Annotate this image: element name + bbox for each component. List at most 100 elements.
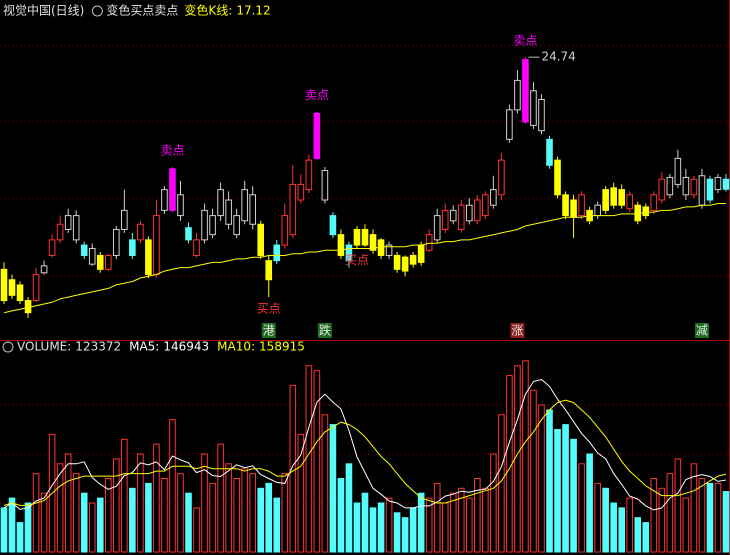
header-text: 123372 xyxy=(75,340,121,354)
candle-body xyxy=(409,254,417,265)
volume-bar xyxy=(522,360,529,553)
candle-body xyxy=(137,223,144,241)
volume-bar xyxy=(642,522,650,553)
candle-body xyxy=(433,215,441,241)
header-text: 17.12 xyxy=(236,4,270,18)
event-label: 减 xyxy=(696,324,708,338)
candle-body xyxy=(345,244,353,262)
candle-body xyxy=(129,239,136,256)
volume-bar xyxy=(385,497,393,553)
candle-body xyxy=(441,209,449,230)
event-marker xyxy=(510,323,525,338)
candle-body xyxy=(369,234,377,251)
candle-body xyxy=(465,204,473,222)
volume-bar xyxy=(313,370,321,553)
candle-body xyxy=(482,194,489,217)
candle-body xyxy=(177,194,184,217)
candle-body xyxy=(353,228,361,246)
candle-body xyxy=(321,170,329,201)
candle-body xyxy=(490,189,497,206)
signal-label: 卖点 xyxy=(513,34,537,48)
volume-bar xyxy=(465,497,473,553)
volume-bar xyxy=(209,482,216,553)
candle-body xyxy=(305,159,313,191)
volume-bar xyxy=(8,497,16,553)
volume-bar xyxy=(32,473,40,553)
candle-body xyxy=(498,159,505,196)
volume-bar xyxy=(137,453,144,553)
candle-body xyxy=(233,215,240,236)
candle-body xyxy=(714,176,722,191)
volume-bar xyxy=(482,487,489,553)
volume-bar xyxy=(417,492,425,553)
volume-bar xyxy=(626,497,634,553)
candle-body xyxy=(153,215,160,276)
volume-bar xyxy=(297,433,305,553)
candle-body xyxy=(249,194,256,225)
candle-body xyxy=(554,159,561,196)
signal-label: 买点 xyxy=(345,253,369,267)
volume-bar xyxy=(474,478,481,553)
header-icon xyxy=(91,5,103,17)
signal-label: 买点 xyxy=(257,302,281,316)
volume-bar xyxy=(153,443,160,553)
header-text: 变色买点卖点 xyxy=(106,3,178,18)
volume-bar xyxy=(24,502,32,553)
volume-bar xyxy=(401,517,409,553)
candle-body xyxy=(522,59,529,123)
candle-body xyxy=(674,157,682,185)
header-text: 视觉中国(日线) xyxy=(3,3,84,18)
candle-body xyxy=(602,189,609,211)
volume-bar xyxy=(610,502,617,553)
volume-bar xyxy=(16,522,24,553)
volume-bar xyxy=(586,453,593,553)
candle-body xyxy=(546,138,553,166)
candle-body xyxy=(104,254,112,270)
candle-body xyxy=(217,189,224,217)
header-text: MA5: xyxy=(129,340,159,354)
header-text: 158915 xyxy=(259,340,305,354)
candle-body xyxy=(626,194,634,210)
ma-line xyxy=(3,203,726,314)
candle-body xyxy=(96,254,104,270)
candle-body xyxy=(401,256,409,272)
candle-body xyxy=(201,209,208,241)
volume-bar xyxy=(433,482,441,553)
candle-body xyxy=(385,244,393,256)
event-marker xyxy=(694,323,709,338)
volume-bar xyxy=(241,468,248,553)
volume-bar xyxy=(0,507,8,553)
candle-body xyxy=(209,215,216,236)
volume-bar xyxy=(72,473,80,553)
volume-bar xyxy=(594,482,601,553)
volume-bar xyxy=(281,473,289,553)
candle-body xyxy=(161,189,168,211)
volume-bar xyxy=(538,404,545,553)
volume-bar xyxy=(674,458,682,553)
volume-ma-line xyxy=(3,378,727,511)
signal-label: 卖点 xyxy=(160,144,184,158)
candle-body xyxy=(16,284,24,302)
candle-body xyxy=(417,244,425,263)
candle-body xyxy=(281,215,289,246)
header-text: 146943 xyxy=(163,340,209,354)
candle-body xyxy=(313,112,321,159)
signal-label: 卖点 xyxy=(305,88,329,102)
volume-bar xyxy=(337,478,345,553)
candle-body xyxy=(658,178,666,201)
candle-body xyxy=(121,209,128,230)
volume-bar xyxy=(104,478,112,553)
candle-body xyxy=(538,98,545,132)
header-icon xyxy=(2,341,14,353)
candle-body xyxy=(88,248,96,265)
volume-bar xyxy=(121,438,128,553)
volume-bar xyxy=(249,473,256,553)
volume-bar xyxy=(714,482,722,553)
volume-bar xyxy=(113,458,120,553)
volume-bar xyxy=(345,463,353,553)
candle-body xyxy=(185,227,192,241)
volume-bar xyxy=(490,453,497,553)
volume-bar xyxy=(722,491,730,553)
